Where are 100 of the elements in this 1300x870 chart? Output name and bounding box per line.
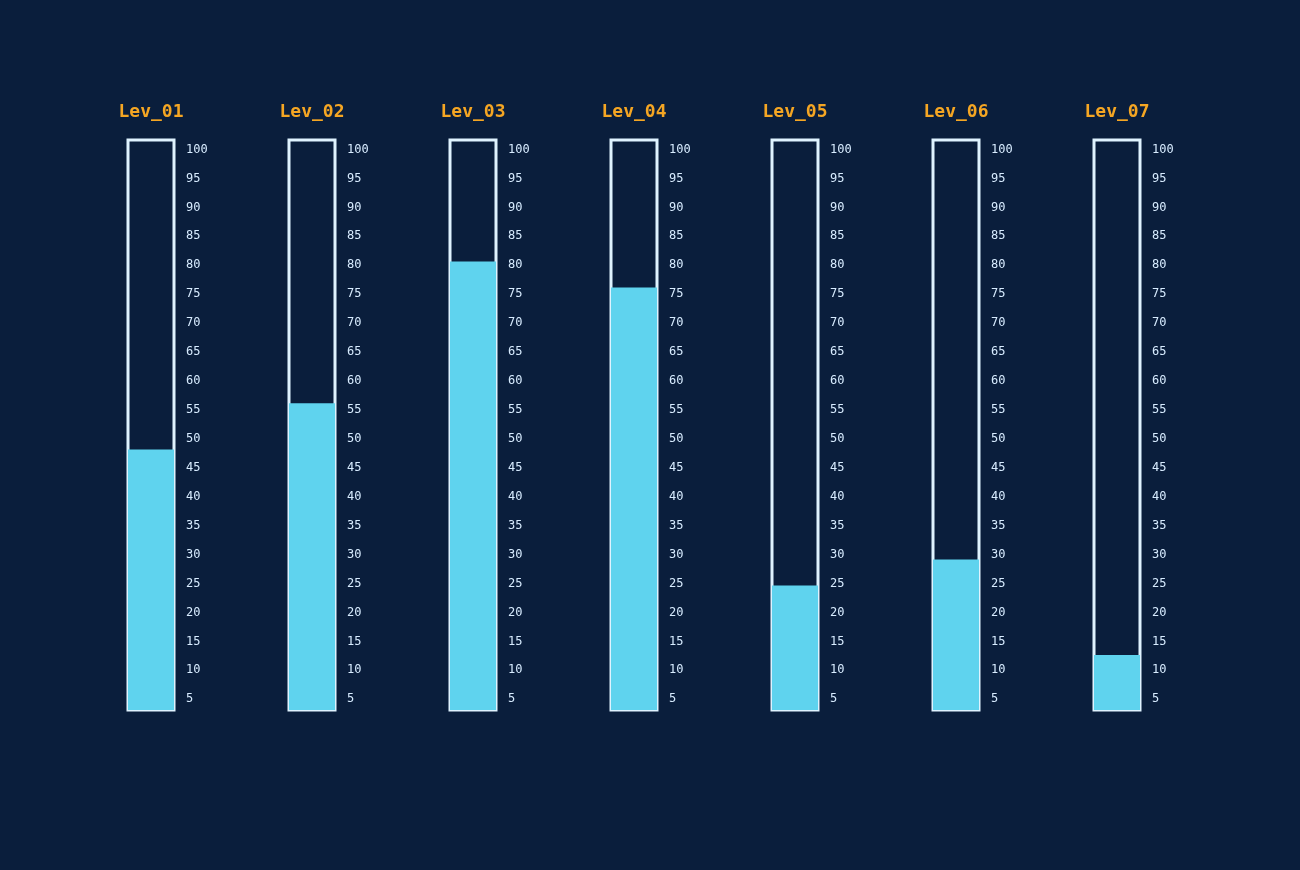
y-tick-label: 100	[830, 141, 852, 156]
y-tick-label: 70	[830, 315, 845, 330]
y-tick-label: 75	[669, 286, 684, 301]
y-tick-label: 70	[1152, 315, 1167, 330]
y-tick-label: 90	[347, 199, 362, 214]
y-tick-label: 45	[186, 459, 201, 474]
y-tick-label: 5	[1152, 691, 1160, 706]
y-tick-label: 40	[991, 488, 1006, 503]
y-tick-label: 95	[830, 170, 845, 185]
y-tick-label: 90	[830, 199, 845, 214]
y-tick-label: 65	[669, 344, 684, 359]
x-tick-label: Lev_07	[1084, 99, 1150, 121]
y-tick-label: 20	[669, 604, 684, 619]
y-tick-label: 55	[669, 402, 684, 417]
y-tick-label: 5	[669, 691, 677, 706]
y-tick-label: 95	[991, 170, 1006, 185]
y-tick-label: 50	[347, 431, 362, 446]
y-tick-label: 30	[669, 546, 684, 561]
y-tick-label: 85	[669, 228, 684, 243]
y-tick-label: 5	[508, 691, 516, 706]
y-tick-label: 35	[991, 517, 1006, 532]
y-tick-label: 75	[186, 286, 201, 301]
y-tick-label: 85	[991, 228, 1006, 243]
y-tick-label: 75	[830, 286, 845, 301]
y-tick-label: 40	[347, 488, 362, 503]
y-tick-label: 95	[508, 170, 523, 185]
y-tick-label: 60	[991, 373, 1006, 388]
y-tick-label: 20	[991, 604, 1006, 619]
y-tick-label: 80	[347, 257, 362, 272]
y-tick-label: 60	[669, 373, 684, 388]
y-tick-label: 60	[347, 373, 362, 388]
y-tick-label: 45	[830, 459, 845, 474]
y-tick-label: 85	[186, 228, 201, 243]
y-tick-label: 90	[508, 199, 523, 214]
y-tick-label: 35	[669, 517, 684, 532]
y-tick-label: 65	[991, 344, 1006, 359]
y-tick-label: 60	[508, 373, 523, 388]
y-tick-label: 20	[830, 604, 845, 619]
y-tick-label: 55	[830, 402, 845, 417]
y-tick-label: 5	[186, 691, 194, 706]
y-tick-label: 20	[508, 604, 523, 619]
y-tick-label: 65	[347, 344, 362, 359]
y-tick-label: 100	[347, 141, 369, 156]
y-tick-label: 30	[991, 546, 1006, 561]
y-tick-label: 25	[1152, 575, 1167, 590]
y-tick-label: 75	[347, 286, 362, 301]
y-tick-label: 100	[991, 141, 1013, 156]
y-tick-label: 70	[508, 315, 523, 330]
y-tick-label: 50	[991, 431, 1006, 446]
y-tick-label: 30	[508, 546, 523, 561]
y-tick-label: 15	[830, 633, 845, 648]
y-tick-label: 35	[186, 517, 201, 532]
y-tick-label: 15	[347, 633, 362, 648]
y-tick-label: 100	[186, 141, 208, 156]
y-tick-label: 35	[830, 517, 845, 532]
y-tick-label: 90	[1152, 199, 1167, 214]
y-tick-label: 50	[508, 431, 523, 446]
y-tick-label: 10	[830, 662, 845, 677]
y-tick-label: 85	[508, 228, 523, 243]
y-tick-label: 15	[991, 633, 1006, 648]
y-tick-label: 70	[669, 315, 684, 330]
y-tick-label: 20	[347, 604, 362, 619]
y-tick-label: 45	[347, 459, 362, 474]
y-tick-label: 85	[1152, 228, 1167, 243]
y-tick-label: 55	[186, 402, 201, 417]
y-tick-label: 65	[830, 344, 845, 359]
y-tick-label: 10	[1152, 662, 1167, 677]
x-tick-label: Lev_03	[440, 99, 506, 121]
y-tick-label: 30	[830, 546, 845, 561]
x-tick-label: Lev_01	[118, 99, 184, 121]
y-tick-label: 5	[347, 691, 355, 706]
y-tick-label: 25	[186, 575, 201, 590]
y-tick-label: 90	[669, 199, 684, 214]
y-tick-label: 90	[991, 199, 1006, 214]
y-tick-label: 75	[508, 286, 523, 301]
y-tick-label: 5	[830, 691, 838, 706]
x-tick-label: Lev_02	[279, 99, 345, 121]
y-tick-label: 30	[186, 546, 201, 561]
y-tick-label: 15	[1152, 633, 1167, 648]
y-tick-label: 25	[347, 575, 362, 590]
y-tick-label: 35	[347, 517, 362, 532]
y-tick-label: 70	[186, 315, 201, 330]
y-tick-label: 50	[830, 431, 845, 446]
y-tick-label: 30	[347, 546, 362, 561]
y-tick-label: 25	[830, 575, 845, 590]
y-tick-label: 55	[347, 402, 362, 417]
y-tick-label: 20	[1152, 604, 1167, 619]
y-tick-label: 40	[1152, 488, 1167, 503]
y-tick-label: 50	[186, 431, 201, 446]
y-tick-label: 15	[669, 633, 684, 648]
y-tick-label: 95	[669, 170, 684, 185]
y-tick-label: 60	[186, 373, 201, 388]
y-tick-label: 15	[186, 633, 201, 648]
y-tick-label: 10	[186, 662, 201, 677]
y-tick-label: 35	[1152, 517, 1167, 532]
y-tick-label: 65	[508, 344, 523, 359]
y-tick-label: 40	[669, 488, 684, 503]
y-tick-label: 95	[1152, 170, 1167, 185]
y-tick-label: 45	[669, 459, 684, 474]
y-tick-label: 55	[991, 402, 1006, 417]
